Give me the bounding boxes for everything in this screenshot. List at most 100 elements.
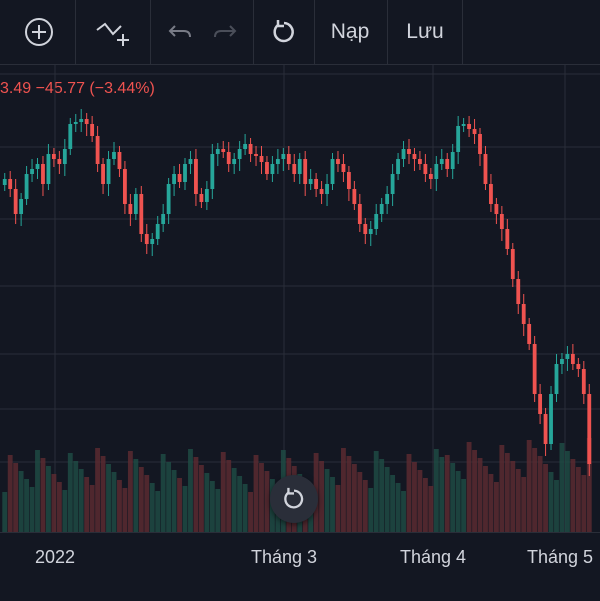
candle-body: [303, 159, 308, 184]
volume-bar: [237, 476, 243, 532]
volume-bar: [330, 477, 335, 532]
candle-body: [73, 122, 78, 124]
candle-body: [35, 164, 40, 169]
time-label-thang-3: Tháng 3: [250, 547, 318, 567]
volume-bar: [406, 454, 412, 532]
volume-bar: [106, 464, 111, 532]
candle-body: [117, 152, 122, 169]
volume-bar: [127, 451, 133, 532]
candle-body: [79, 119, 84, 122]
volume-bar: [444, 455, 450, 532]
candle-body: [368, 229, 373, 234]
candle-body: [472, 129, 477, 134]
volume-bar: [193, 457, 199, 532]
candle-body: [385, 194, 390, 204]
candle-body: [51, 154, 56, 159]
candle-body: [319, 189, 324, 194]
candle-body: [418, 159, 422, 164]
candle-body: [286, 154, 291, 164]
volume-bar: [177, 478, 182, 532]
volume-bar: [368, 488, 374, 532]
candle-body: [292, 164, 297, 174]
volume-bar: [581, 475, 587, 532]
candle-body: [232, 159, 237, 164]
candle-body: [123, 169, 127, 204]
volume-bar: [18, 471, 24, 532]
volume-bar: [395, 483, 401, 532]
candle-body: [254, 154, 258, 156]
chart-grid: [0, 64, 600, 532]
candle-body: [221, 149, 226, 152]
volume-bar: [117, 480, 122, 532]
candle-body: [101, 164, 105, 184]
volume-bar: [559, 443, 565, 532]
candle-body: [325, 184, 329, 194]
volume-bar: [242, 484, 248, 532]
volume-bar: [417, 470, 423, 532]
time-label-2022: 2022: [34, 547, 76, 567]
volume-bar: [564, 451, 570, 532]
undo-icon[interactable]: [160, 0, 200, 64]
candle-body: [243, 144, 248, 149]
candlestick-chart[interactable]: [0, 64, 600, 532]
volume-bar: [543, 464, 548, 532]
candle-body: [314, 179, 319, 189]
volume-bar: [253, 455, 259, 532]
reload-icon: [284, 487, 304, 509]
volume-bar: [182, 486, 188, 532]
volume-bar: [483, 466, 488, 532]
price-change-legend: 3.49 −45.77 (−3.44%): [0, 80, 155, 97]
candle-body: [341, 164, 346, 172]
candle-body: [363, 224, 368, 234]
candle-body: [106, 159, 111, 184]
volume-bar: [570, 459, 576, 532]
candle-body: [210, 154, 215, 189]
top-toolbar: Nạp Lưu: [0, 0, 600, 65]
redo-icon[interactable]: [205, 0, 245, 64]
time-axis[interactable]: 2022 Tháng 3 Tháng 4 Tháng 5: [0, 532, 600, 601]
candle-body: [445, 159, 450, 169]
volume-bar: [46, 466, 51, 532]
volume-bar: [188, 449, 193, 532]
volume-bar: [13, 463, 19, 532]
candle-body: [499, 214, 504, 229]
candle-body: [308, 179, 313, 184]
volume-bar: [7, 455, 13, 532]
load-button[interactable]: Nạp: [330, 20, 370, 43]
reset-chart-button[interactable]: [270, 475, 318, 523]
candle-body: [352, 189, 357, 204]
volume-bar: [67, 453, 73, 532]
reload-icon[interactable]: [262, 0, 306, 64]
candle-body: [275, 159, 280, 164]
volume-bar: [362, 480, 368, 532]
candle-body: [407, 149, 411, 154]
volume-bar: [499, 445, 505, 532]
volume-bar: [450, 463, 456, 532]
volume-bar: [493, 482, 499, 532]
candle-body: [346, 172, 351, 189]
volume-bar: [84, 477, 90, 532]
candle-body: [281, 154, 286, 159]
candle-body: [155, 224, 160, 239]
save-button[interactable]: Lưu: [406, 20, 444, 43]
volume-bar: [341, 448, 346, 532]
volume-bar: [537, 456, 543, 532]
volume-bar: [488, 474, 494, 532]
candle-body: [188, 159, 193, 164]
volume-bar: [220, 452, 226, 532]
add-indicator-icon[interactable]: [88, 0, 138, 64]
volume-bar: [373, 451, 379, 532]
volume-bar: [521, 477, 527, 532]
plus-circle-icon[interactable]: [14, 0, 64, 64]
candle-body: [587, 394, 592, 464]
volume-bar: [166, 462, 172, 532]
candle-body: [357, 204, 362, 224]
volume-bar: [390, 475, 396, 532]
volume-bar: [95, 448, 101, 532]
candle-body: [570, 354, 575, 364]
volume-bar: [209, 481, 215, 532]
candle-body: [144, 234, 149, 244]
candle-body: [527, 324, 532, 344]
candle-body: [565, 354, 570, 359]
candle-body: [456, 126, 461, 152]
